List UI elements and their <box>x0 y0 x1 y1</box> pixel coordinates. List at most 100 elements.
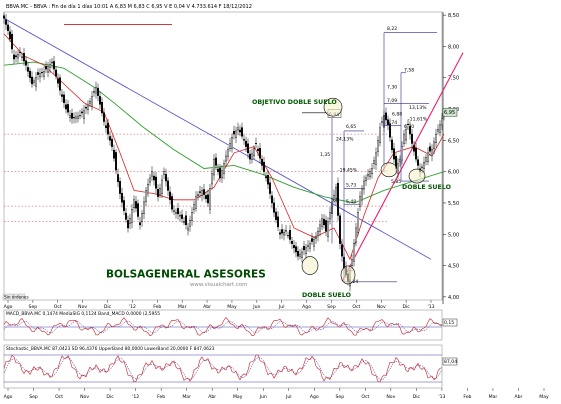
candle-body <box>232 130 235 135</box>
candle-body <box>279 232 282 235</box>
candle-body <box>66 104 69 113</box>
candle-body <box>126 220 129 229</box>
macd-value-label: 0,15 <box>444 320 454 326</box>
level-label-6-70: 6,70 <box>404 124 414 130</box>
candle-body <box>277 216 280 228</box>
bottom-x-tick-label: Abr <box>514 394 522 400</box>
candle-body <box>299 253 302 257</box>
measure-label: 1,35 <box>320 152 330 158</box>
candle-body <box>45 65 48 70</box>
candle-body <box>148 177 151 183</box>
candle-body <box>317 230 320 237</box>
level-label-5-5: 5,5 <box>331 198 338 204</box>
candle-body <box>194 196 197 209</box>
candle-body <box>19 51 22 53</box>
candle-body <box>82 110 85 119</box>
candle-body <box>267 175 270 185</box>
bottom-x-tick-label: Dic <box>413 394 421 400</box>
x-tick-label: Mar <box>178 304 187 310</box>
candle-body <box>108 136 111 141</box>
candle-body <box>64 104 67 110</box>
candle-body <box>186 227 189 231</box>
candle-body <box>80 111 83 114</box>
candle-body <box>385 112 388 121</box>
bottom-x-tick-label: Dic <box>106 394 114 400</box>
candle-body <box>57 78 60 84</box>
price-axis-label: 7,50 <box>448 76 459 82</box>
stochastic-d-line <box>3 357 443 381</box>
candle-body <box>281 229 284 234</box>
x-tick-label: Ago <box>302 304 311 310</box>
footer-label: Sin órdenes <box>4 295 29 300</box>
candle-body <box>84 107 87 109</box>
brand-label: BOLSAGENERAL ASESORES <box>106 268 266 280</box>
candle-body <box>254 143 257 145</box>
candle-body <box>293 245 296 249</box>
x-tick-label: Jul <box>278 304 285 310</box>
candle-body <box>150 171 153 177</box>
candle-body <box>110 138 113 147</box>
price-axis-label: 5,00 <box>448 232 459 238</box>
candle-body <box>257 148 260 151</box>
candle-body <box>188 219 191 227</box>
x-tick-label: Dic <box>402 304 410 310</box>
percent-label: 13,13% <box>409 105 427 111</box>
candle-body <box>391 139 394 150</box>
candle-body <box>429 146 432 152</box>
candle-body <box>335 187 338 202</box>
candle-body <box>236 127 239 131</box>
candle-body <box>55 69 58 77</box>
candle-body <box>122 200 125 211</box>
candle-body <box>275 211 278 220</box>
candle-body <box>309 243 312 249</box>
candle-body <box>431 149 434 156</box>
candle-body <box>31 76 34 85</box>
x-tick-label: Abr <box>203 304 211 310</box>
candle-body <box>27 67 30 72</box>
candle-body <box>35 77 38 87</box>
candle-body <box>333 194 336 200</box>
x-tick-label: Feb <box>153 304 161 310</box>
sma-fast-line <box>3 33 445 261</box>
candle-body <box>228 143 231 149</box>
candle-body <box>230 137 233 149</box>
candle-body <box>174 212 177 214</box>
candle-body <box>248 153 251 160</box>
double-bottom-ellipse-4 <box>408 168 426 184</box>
price-axis-label: 4,00 <box>448 295 459 301</box>
objective-double-bottom-label: OBJETIVO DOBLE SUELO <box>252 99 337 106</box>
main-price-panel: 8,508,007,507,006,506,005,505,004,504,00… <box>2 11 464 310</box>
candle-body <box>441 118 444 126</box>
candle-body <box>285 230 288 232</box>
bottom-x-tick-label: Abr <box>208 394 216 400</box>
bottom-x-tick-label: May <box>233 394 243 400</box>
candle-body <box>389 123 392 138</box>
candle-body <box>405 129 408 141</box>
candle-body <box>240 127 243 137</box>
candle-body <box>421 166 424 168</box>
candle-body <box>172 210 175 212</box>
candle-body <box>156 189 159 197</box>
candle-body <box>220 170 223 179</box>
candle-body <box>130 209 133 223</box>
bottom-x-tick-label: Feb <box>463 394 471 400</box>
stochastic-k-line <box>3 354 443 383</box>
candle-body <box>401 146 404 161</box>
x-tick-label: Oct <box>54 304 62 310</box>
candle-body <box>144 190 147 202</box>
chart-header-info: BBVA.MC - BBVA : Fin de día 1 días 10:01… <box>6 3 252 10</box>
candle-body <box>94 86 97 94</box>
candle-body <box>192 204 195 210</box>
level-label-7-09: 7,09 <box>387 98 397 104</box>
candle-body <box>96 87 99 96</box>
candle-body <box>339 215 342 244</box>
candle-body <box>33 80 36 83</box>
candle-body <box>373 160 376 164</box>
candle-body <box>134 201 137 209</box>
falling-trendline <box>3 17 432 260</box>
candle-body <box>21 56 24 58</box>
candle-body <box>74 116 77 119</box>
candle-body <box>86 105 89 110</box>
candle-body <box>112 150 115 159</box>
